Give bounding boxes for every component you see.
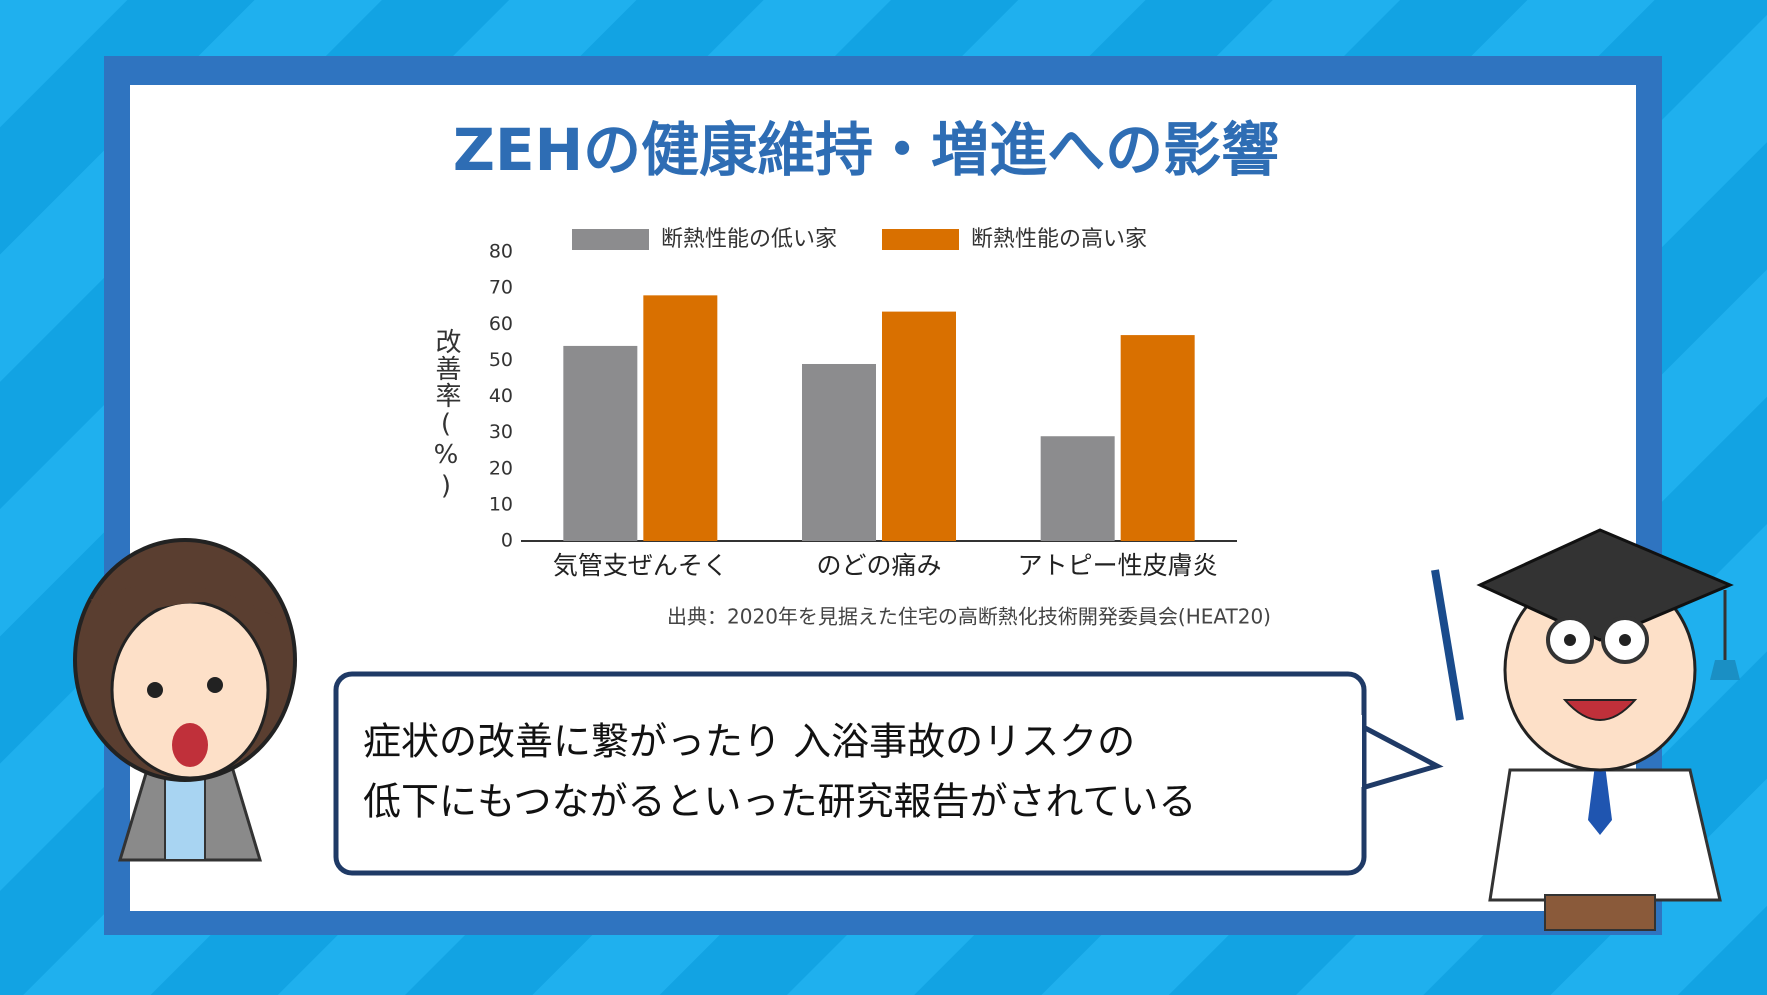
x-tick-label: のどの痛み — [816, 551, 941, 580]
source: 出典：2020年を見据えた住宅の高断熱化技術開発委員会(HEAT20) — [667, 605, 1271, 629]
legend-label: 断熱性能の高い家 — [971, 227, 1147, 252]
bar — [1040, 436, 1115, 541]
bar — [1120, 335, 1195, 541]
y-tick-label: 70 — [489, 277, 513, 299]
bar — [643, 295, 718, 541]
caption-line: 症状の改善に繋がったり 入浴事故のリスクの — [363, 720, 1135, 764]
bar — [882, 311, 956, 541]
y-tick-label: 50 — [489, 349, 513, 371]
x-tick-label: 気管支ぜんそく — [553, 551, 728, 580]
legend-label: 断熱性能の低い家 — [661, 227, 837, 252]
y-tick-label: 40 — [489, 385, 513, 407]
x-tick-label: アトピー性皮膚炎 — [1018, 551, 1218, 580]
legend-swatch — [882, 229, 959, 250]
caption-line: 低下にもつながるといった研究報告がされている — [363, 780, 1196, 824]
plot: 0 10 20 30 40 50 60 70 80 断熱性能の低い家 断熱性能の高い家気管支ぜんそく… — [489, 227, 1237, 580]
title: ZEHの健康維持・増進への影響 — [453, 116, 1279, 184]
bar — [802, 363, 876, 541]
bar — [563, 345, 638, 541]
bubble-joint — [1340, 715, 1362, 787]
y-tick-label: 80 — [489, 241, 513, 263]
y-tick-label: 0 — [501, 530, 513, 552]
y-tick-label: 30 — [489, 421, 513, 443]
woman-character — [73, 538, 297, 862]
bubble — [333, 671, 1367, 876]
y-tick-label: 60 — [489, 313, 513, 335]
y-tick-label: 10 — [489, 493, 513, 515]
legend-swatch — [572, 229, 649, 250]
y-tick-label: 20 — [489, 457, 513, 479]
y-axis-label: 改善率(%) — [431, 328, 461, 502]
professor-character — [1431, 528, 1740, 931]
